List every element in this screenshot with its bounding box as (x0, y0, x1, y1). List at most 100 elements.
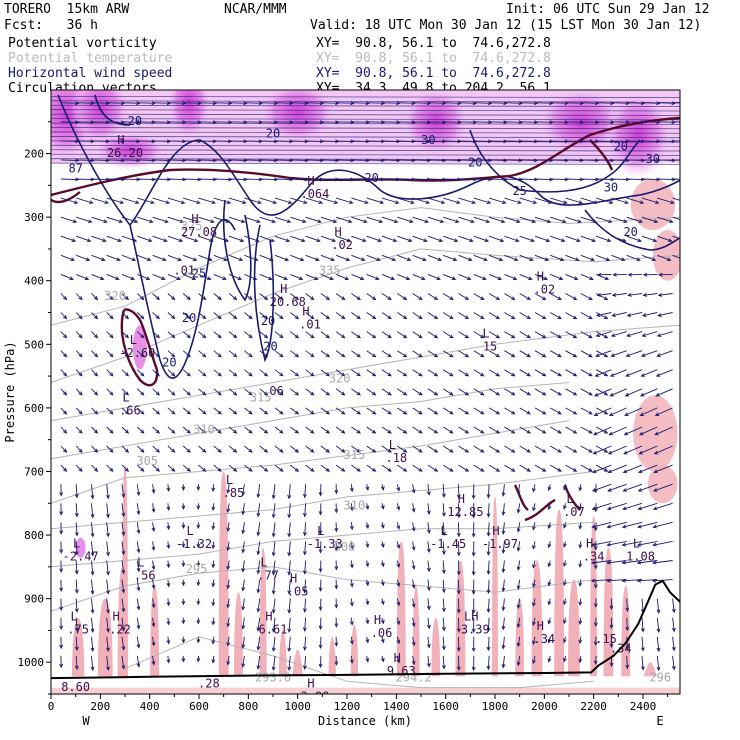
circulation-vector-head (197, 101, 202, 106)
circulation-vector (167, 617, 170, 625)
circulation-vector (517, 636, 521, 647)
circulation-vector-head (449, 448, 454, 453)
circulation-vector-head (211, 544, 216, 550)
circulation-vector (637, 540, 658, 546)
circulation-vector (396, 522, 400, 530)
circulation-vector (458, 312, 469, 319)
circulation-vector (244, 235, 259, 242)
circulation-vector (427, 484, 430, 495)
pv-shade-plume (292, 649, 303, 677)
circulation-vector (244, 178, 263, 181)
circulation-vector-head (310, 448, 315, 453)
circulation-vector (519, 273, 532, 280)
circulation-vector-head (656, 158, 661, 163)
circulation-vector (611, 350, 627, 357)
circulation-vector (641, 121, 660, 123)
circulation-vector-head (609, 624, 614, 630)
circulation-vector-head (301, 238, 306, 243)
circulation-vector (412, 254, 426, 261)
pv-shade-pink (647, 465, 678, 504)
circulation-vector (336, 102, 354, 104)
circulation-vector (213, 331, 222, 339)
circulation-vector-head (217, 315, 222, 320)
circulation-vector (259, 426, 268, 434)
circulation-vector (625, 369, 643, 377)
circulation-vector (412, 464, 423, 472)
circulation-vector-head (181, 562, 186, 568)
circulation-vector (228, 445, 237, 453)
circulation-vector (305, 235, 321, 242)
extremum-value: .75 (67, 623, 89, 637)
circulation-vector (626, 159, 645, 161)
circulation-vector-head (588, 334, 593, 339)
circulation-vector-head (408, 238, 413, 243)
circulation-vector-head (271, 590, 276, 595)
circulation-vector (106, 503, 109, 518)
circulation-vector (580, 102, 599, 104)
circulation-vector (611, 140, 630, 142)
circulation-vector (381, 312, 392, 319)
circulation-vector-head (294, 467, 300, 472)
circulation-vector-head (604, 276, 610, 280)
circulation-vector-head (186, 448, 191, 453)
circulation-vector-head (411, 641, 416, 647)
circulation-vector (442, 464, 454, 472)
circulation-vector-head (151, 489, 156, 494)
circulation-vector (532, 484, 536, 492)
circulation-vector-head (609, 200, 614, 205)
circulation-vector (550, 445, 562, 453)
circulation-vector (396, 503, 400, 510)
circulation-vector (60, 235, 76, 242)
circulation-vector-head (85, 257, 91, 262)
circulation-vector-head (557, 334, 562, 339)
circulation-vector-head (578, 525, 583, 530)
circulation-vector (626, 636, 628, 650)
circulation-vector-head (418, 372, 423, 377)
x-tick-label: 1600 (432, 700, 459, 713)
circulation-vector (121, 331, 129, 339)
circulation-vector (152, 388, 160, 396)
circulation-vector-head (426, 177, 432, 182)
circulation-vector-head (106, 552, 110, 557)
extremum-marker: H (458, 492, 465, 506)
circulation-vector-head (671, 627, 676, 633)
circulation-vector-head (115, 276, 120, 280)
circulation-vector (550, 293, 562, 300)
circulation-vector-head (304, 177, 309, 182)
circulation-vector-head (449, 429, 454, 434)
circulation-vector-head (365, 638, 370, 644)
circulation-vector-head (495, 315, 501, 320)
circulation-vector-head (636, 578, 641, 583)
circulation-vector-head (511, 391, 516, 396)
circulation-vector-head (480, 391, 485, 396)
circulation-vector (167, 102, 186, 104)
plot-frame (50, 89, 681, 695)
circulation-vector (412, 197, 430, 204)
circulation-vector-head (273, 101, 279, 106)
circulation-vector-head (118, 219, 124, 224)
circulation-vector-head (423, 238, 428, 243)
circulation-vector-head (495, 353, 501, 358)
circulation-vector (473, 464, 484, 472)
circulation-vector-head (603, 334, 609, 339)
circulation-vector (259, 178, 278, 181)
circulation-vector (351, 254, 365, 261)
circulation-vector-head (120, 177, 126, 182)
circulation-vector-head (171, 353, 176, 358)
circulation-vector-head (501, 587, 506, 593)
circulation-vector-head (380, 101, 386, 106)
circulation-vector (534, 159, 553, 161)
circulation-vector (106, 579, 109, 594)
circulation-vector-head (422, 257, 427, 262)
circulation-vector (350, 579, 353, 587)
circulation-vector (335, 293, 345, 300)
circulation-vector-head (226, 565, 231, 571)
circulation-vector-head (456, 590, 461, 595)
circulation-vector (488, 273, 502, 280)
circulation-vector (366, 464, 376, 472)
circulation-vector-head (356, 372, 361, 377)
circulation-vector (305, 121, 324, 123)
circulation-vector-head (611, 293, 617, 297)
theta-label: 295 (186, 562, 208, 576)
circulation-vector-head (609, 605, 614, 610)
